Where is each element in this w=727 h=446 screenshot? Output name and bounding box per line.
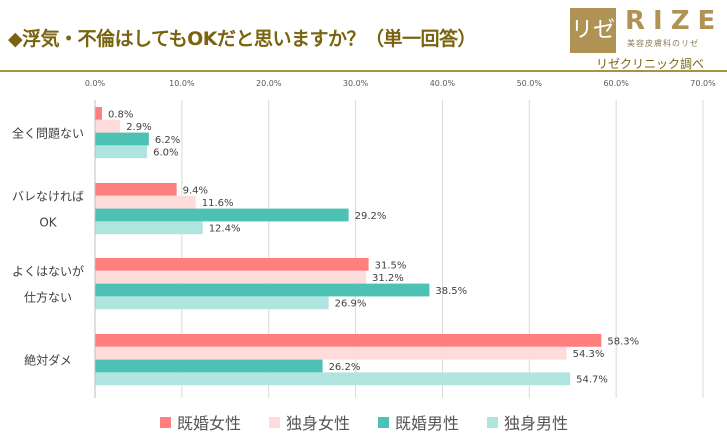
legend-item: 既婚男性	[378, 410, 459, 434]
data-label: 2.9%	[126, 122, 151, 133]
legend: 既婚女性 独身女性 既婚男性 独身男性	[160, 410, 568, 434]
data-label: 31.2%	[372, 273, 404, 284]
bar	[95, 296, 329, 310]
logo-mark: リゼ	[570, 8, 616, 53]
legend-item: 既婚女性	[160, 410, 241, 434]
data-label: 29.2%	[355, 211, 387, 222]
legend-swatch	[269, 416, 281, 428]
bar	[95, 132, 149, 146]
bar	[95, 208, 349, 222]
data-label: 6.0%	[153, 148, 178, 159]
category-label: バレなければ	[12, 190, 84, 204]
data-label: 11.6%	[202, 198, 234, 209]
bar	[95, 283, 430, 297]
data-label: 26.9%	[335, 299, 367, 310]
data-label: 0.8%	[108, 109, 133, 120]
data-label: 26.2%	[329, 362, 361, 373]
x-tick-label: 30.0%	[343, 79, 369, 88]
data-label: 38.5%	[435, 286, 467, 297]
data-label: 9.4%	[183, 185, 208, 196]
category-label: 仕方ない	[24, 290, 72, 305]
bar	[95, 346, 567, 360]
bar	[95, 270, 366, 284]
bar	[95, 359, 323, 373]
bar	[95, 221, 203, 235]
bar	[95, 334, 602, 347]
bar	[95, 183, 177, 196]
bar	[95, 145, 148, 159]
x-tick-label: 0.0%	[85, 79, 106, 88]
bar	[95, 372, 571, 386]
legend-label: 既婚男性	[395, 414, 460, 433]
x-tick-label: 10.0%	[169, 79, 195, 88]
source-note: リゼクリニック調べ	[596, 57, 705, 71]
category-label: 絶対ダメ	[24, 353, 72, 368]
data-label: 54.7%	[576, 375, 608, 386]
category-label: OK	[39, 216, 57, 230]
bar	[95, 119, 121, 133]
chart-title: ◆浮気・不倫はしてもOKだと思いますか？（単一回答）	[8, 28, 476, 50]
logo-word: RIZE	[625, 6, 724, 36]
legend-swatch	[487, 416, 499, 428]
legend-label: 独身男性	[504, 414, 569, 433]
category-label: 全く問題ない	[12, 126, 84, 141]
bar	[95, 258, 369, 271]
bar	[95, 107, 102, 120]
legend-label: 既婚女性	[177, 414, 242, 433]
legend-item: 独身女性	[269, 410, 350, 434]
legend-swatch	[160, 416, 171, 428]
x-tick-label: 40.0%	[430, 79, 456, 88]
data-label: 58.3%	[607, 336, 639, 347]
legend-label: 独身女性	[286, 414, 351, 433]
header-divider	[0, 70, 727, 72]
data-label: 12.4%	[209, 224, 241, 235]
data-label: 54.3%	[573, 349, 605, 360]
bar	[95, 195, 196, 209]
data-label: 6.2%	[155, 135, 180, 146]
legend-swatch	[378, 416, 390, 428]
x-tick-label: 20.0%	[256, 79, 282, 88]
logo-sub: 美容皮膚科のリゼ	[627, 39, 699, 48]
legend-item: 独身男性	[487, 410, 568, 434]
category-label: よくはないが	[12, 264, 84, 279]
data-label: 31.5%	[375, 260, 407, 271]
x-tick-label: 60.0%	[603, 79, 629, 88]
x-tick-label: 70.0%	[690, 79, 716, 88]
x-tick-label: 50.0%	[517, 79, 543, 88]
